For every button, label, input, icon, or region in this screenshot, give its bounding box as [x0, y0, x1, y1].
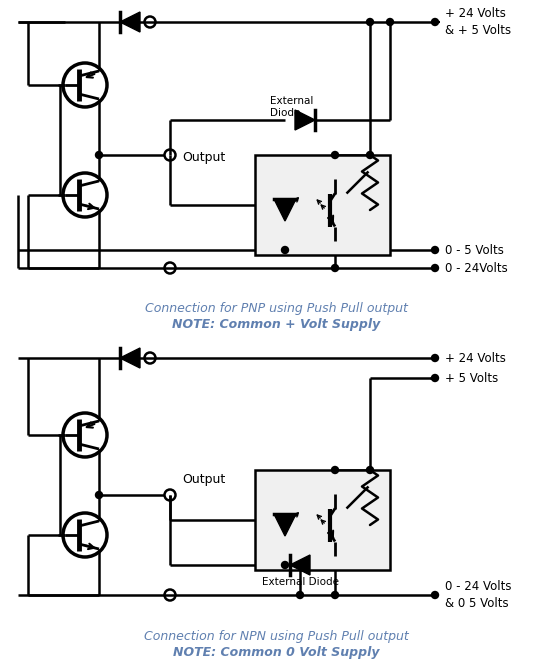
- Text: & + 5 Volts: & + 5 Volts: [445, 24, 511, 37]
- Circle shape: [332, 151, 338, 159]
- Circle shape: [367, 151, 374, 159]
- Polygon shape: [274, 514, 296, 536]
- Text: 0 - 5 Volts: 0 - 5 Volts: [445, 243, 504, 256]
- Circle shape: [332, 592, 338, 598]
- Text: 0 - 24 Volts: 0 - 24 Volts: [445, 580, 512, 593]
- Text: & 0 5 Volts: & 0 5 Volts: [445, 597, 508, 610]
- Bar: [255, 470, 390, 570]
- Circle shape: [432, 19, 438, 26]
- Text: Output: Output: [182, 473, 225, 486]
- Text: + 24 Volts: + 24 Volts: [445, 352, 506, 364]
- Polygon shape: [290, 555, 310, 575]
- Circle shape: [282, 247, 289, 254]
- Circle shape: [367, 19, 374, 26]
- Circle shape: [432, 375, 438, 381]
- Text: External Diode: External Diode: [262, 577, 338, 587]
- Text: 0 - 24Volts: 0 - 24Volts: [445, 262, 508, 274]
- Text: Connection for PNP using Push Pull output: Connection for PNP using Push Pull outpu…: [145, 302, 407, 315]
- Circle shape: [332, 264, 338, 272]
- Circle shape: [282, 202, 289, 208]
- Circle shape: [432, 592, 438, 598]
- Polygon shape: [120, 12, 140, 32]
- Text: NOTE: Common 0 Volt Supply: NOTE: Common 0 Volt Supply: [173, 646, 379, 659]
- Circle shape: [332, 467, 338, 473]
- Circle shape: [432, 264, 438, 272]
- Circle shape: [95, 492, 103, 498]
- Text: External
Diode: External Diode: [270, 96, 314, 118]
- Circle shape: [386, 19, 394, 26]
- Text: Output: Output: [182, 151, 225, 165]
- Text: + 5 Volts: + 5 Volts: [445, 371, 498, 385]
- Circle shape: [282, 561, 289, 568]
- Circle shape: [367, 467, 374, 473]
- Circle shape: [282, 516, 289, 524]
- Polygon shape: [120, 348, 140, 368]
- Text: NOTE: Common + Volt Supply: NOTE: Common + Volt Supply: [172, 318, 380, 331]
- Text: + 24 Volts: + 24 Volts: [445, 7, 506, 20]
- Text: Connection for NPN using Push Pull output: Connection for NPN using Push Pull outpu…: [144, 630, 408, 643]
- Polygon shape: [274, 199, 296, 221]
- Circle shape: [432, 354, 438, 362]
- Circle shape: [296, 592, 304, 598]
- Circle shape: [95, 151, 103, 159]
- Polygon shape: [295, 110, 315, 130]
- Circle shape: [432, 247, 438, 254]
- Bar: [255, 155, 390, 255]
